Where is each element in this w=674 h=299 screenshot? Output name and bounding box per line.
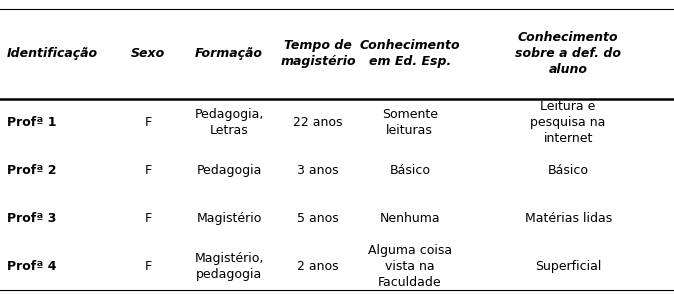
Text: F: F — [145, 212, 152, 225]
Text: Sexo: Sexo — [131, 47, 165, 60]
Text: Alguma coisa
vista na
Faculdade: Alguma coisa vista na Faculdade — [368, 244, 452, 289]
Text: Somente
leituras: Somente leituras — [381, 108, 438, 137]
Text: 3 anos: 3 anos — [297, 164, 339, 177]
Text: Formação: Formação — [195, 47, 263, 60]
Text: Conhecimento
sobre a def. do
aluno: Conhecimento sobre a def. do aluno — [515, 31, 621, 76]
Text: Profª 3: Profª 3 — [7, 212, 56, 225]
Text: Profª 1: Profª 1 — [7, 116, 56, 129]
Text: F: F — [145, 116, 152, 129]
Text: 2 anos: 2 anos — [297, 260, 339, 273]
Text: Magistério: Magistério — [197, 212, 262, 225]
Text: Magistério,
pedagogia: Magistério, pedagogia — [195, 252, 264, 280]
Text: Profª 2: Profª 2 — [7, 164, 56, 177]
Text: Tempo de
magistério: Tempo de magistério — [280, 39, 356, 68]
Text: Básico: Básico — [390, 164, 430, 177]
Text: Profª 4: Profª 4 — [7, 260, 56, 273]
Text: 22 anos: 22 anos — [293, 116, 343, 129]
Text: Pedagogia: Pedagogia — [197, 164, 262, 177]
Text: Conhecimento
em Ed. Esp.: Conhecimento em Ed. Esp. — [359, 39, 460, 68]
Text: 5 anos: 5 anos — [297, 212, 339, 225]
Text: F: F — [145, 260, 152, 273]
Text: Nenhuma: Nenhuma — [379, 212, 440, 225]
Text: Pedagogia,
Letras: Pedagogia, Letras — [195, 108, 264, 137]
Text: F: F — [145, 164, 152, 177]
Text: Leitura e
pesquisa na
internet: Leitura e pesquisa na internet — [530, 100, 606, 145]
Text: Básico: Básico — [548, 164, 588, 177]
Text: Matérias lidas: Matérias lidas — [524, 212, 612, 225]
Text: Superficial: Superficial — [535, 260, 601, 273]
Text: Identificação: Identificação — [7, 47, 98, 60]
